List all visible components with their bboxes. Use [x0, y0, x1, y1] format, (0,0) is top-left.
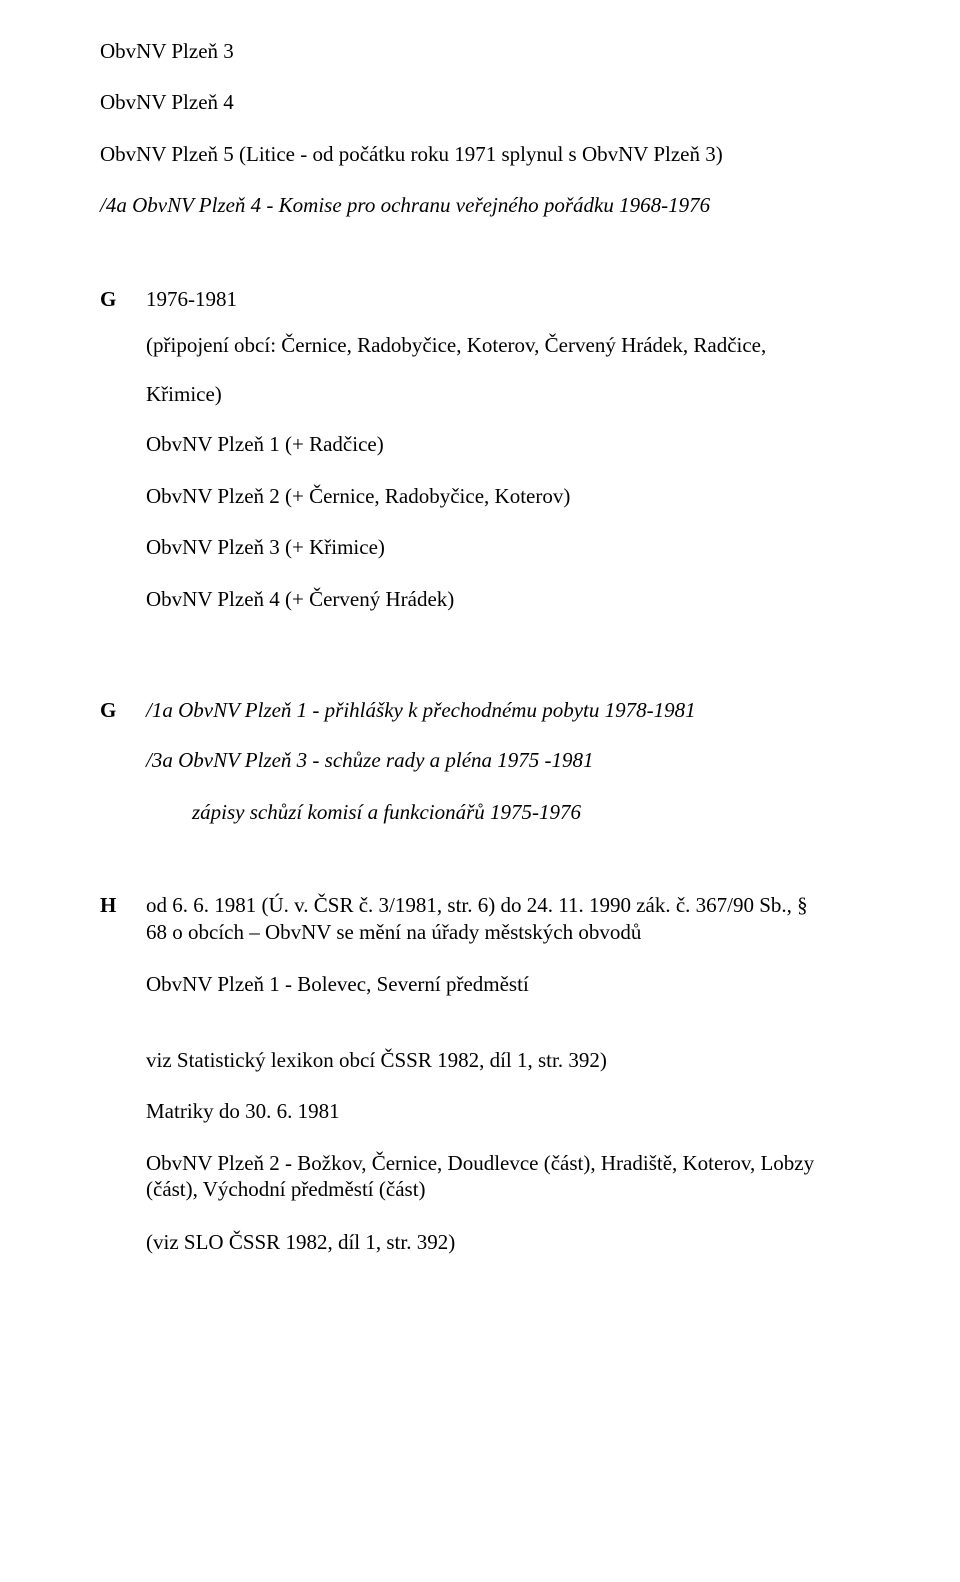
- body-text-italic: /3a ObvNV Plzeň 3 - schůze rady a pléna …: [146, 747, 860, 773]
- document-page: ObvNV Plzeň 3 ObvNV Plzeň 4 ObvNV Plzeň …: [0, 0, 960, 1582]
- spacer: [100, 314, 860, 332]
- body-text: ObvNV Plzeň 4 (+ Červený Hrádek): [146, 586, 860, 612]
- body-text: ObvNV Plzeň 2 - Božkov, Černice, Doudlev…: [146, 1150, 860, 1203]
- heading-year: 1976-1981: [146, 287, 237, 311]
- body-text-italic: zápisy schůzí komisí a funkcionářů 1975-…: [192, 799, 860, 825]
- spacer: [146, 1205, 860, 1229]
- list-item: G /1a ObvNV Plzeň 1 - přihlášky k přecho…: [100, 697, 860, 723]
- text-line: Křimice): [146, 382, 222, 406]
- text-line: od 6. 6. 1981 (Ú. v. ČSR č. 3/1981, str.…: [146, 893, 808, 917]
- spacer: [100, 947, 860, 971]
- section-marker: H: [100, 892, 146, 918]
- section-content: od 6. 6. 1981 (Ú. v. ČSR č. 3/1981, str.…: [146, 892, 860, 945]
- spacer: [100, 637, 860, 697]
- section-marker: G: [100, 286, 146, 312]
- body-text: ObvNV Plzeň 2 (+ Černice, Radobyčice, Ko…: [146, 483, 860, 509]
- spacer: [100, 244, 860, 286]
- text-line: 68 o obcích – ObvNV se mění na úřady měs…: [146, 920, 641, 944]
- spacer: [100, 1023, 860, 1047]
- body-text-italic: /4a ObvNV Plzeň 4 - Komise pro ochranu v…: [100, 192, 860, 218]
- list-item: H od 6. 6. 1981 (Ú. v. ČSR č. 3/1981, st…: [100, 892, 860, 945]
- body-text: ObvNV Plzeň 4: [100, 89, 860, 115]
- body-text: ObvNV Plzeň 3: [100, 38, 860, 64]
- section-content: 1976-1981: [146, 286, 860, 312]
- body-text-italic: /1a ObvNV Plzeň 1 - přihlášky k přechodn…: [146, 698, 696, 722]
- body-text: ObvNV Plzeň 5 (Litice - od počátku roku …: [100, 141, 860, 167]
- spacer: [100, 850, 860, 892]
- section-marker: G: [100, 697, 146, 723]
- body-text: viz Statistický lexikon obcí ČSSR 1982, …: [146, 1047, 860, 1073]
- spacer: [146, 359, 860, 381]
- indented-block: /3a ObvNV Plzeň 3 - schůze rady a pléna …: [146, 747, 860, 773]
- text-line: (část), Východní předměstí (část): [146, 1177, 426, 1201]
- body-text: (připojení obcí: Černice, Radobyčice, Ko…: [146, 332, 860, 407]
- body-text: ObvNV Plzeň 1 (+ Radčice): [146, 431, 860, 457]
- indented-block: ObvNV Plzeň 1 - Bolevec, Severní předměs…: [146, 971, 860, 997]
- section-content: /1a ObvNV Plzeň 1 - přihlášky k přechodn…: [146, 697, 860, 723]
- body-text: Matriky do 30. 6. 1981: [146, 1098, 860, 1124]
- body-text: (viz SLO ČSSR 1982, díl 1, str. 392): [146, 1229, 860, 1255]
- text-line: (připojení obcí: Černice, Radobyčice, Ko…: [146, 333, 766, 357]
- body-text: ObvNV Plzeň 1 - Bolevec, Severní předměs…: [146, 971, 860, 997]
- indented-block: zápisy schůzí komisí a funkcionářů 1975-…: [192, 799, 860, 825]
- body-text: ObvNV Plzeň 3 (+ Křimice): [146, 534, 860, 560]
- text-line: ObvNV Plzeň 2 - Božkov, Černice, Doudlev…: [146, 1151, 814, 1175]
- list-item: G 1976-1981: [100, 286, 860, 312]
- indented-block: (připojení obcí: Černice, Radobyčice, Ko…: [146, 332, 860, 612]
- indented-block: viz Statistický lexikon obcí ČSSR 1982, …: [146, 1047, 860, 1255]
